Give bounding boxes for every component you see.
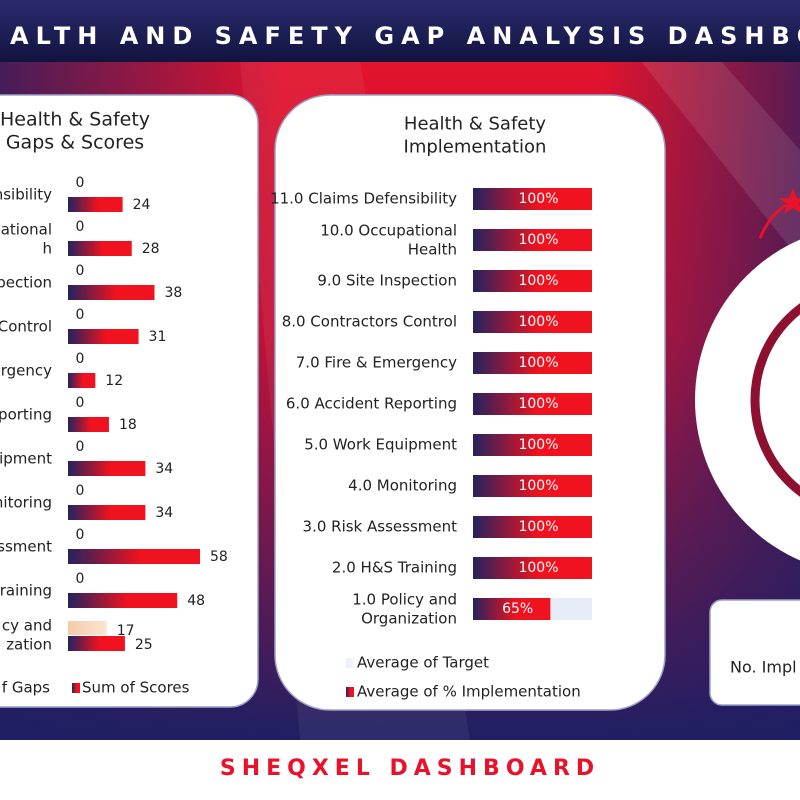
score-value-label: 25 (135, 637, 153, 653)
header-title: ALTH AND SAFETY GAP ANALYSIS DASHBOA (10, 22, 800, 50)
category-label: cy and zation (2, 616, 52, 653)
gap-value-label: 0 (76, 219, 85, 235)
header-bar (0, 0, 800, 62)
category-label: raining (0, 582, 52, 600)
implementation-bar (473, 229, 592, 251)
score-value-label: 31 (149, 329, 167, 345)
gap-value-label: 0 (76, 351, 85, 367)
implementation-bar (473, 475, 592, 497)
category-label: 1.0 Policy and Organization (352, 590, 457, 627)
implementation-bar (473, 393, 592, 415)
score-value-label: 48 (187, 593, 205, 609)
implementation-label: 100% (518, 314, 558, 330)
implementation-bar (473, 311, 592, 333)
gap-value-label: 0 (76, 483, 85, 499)
category-label: efensibility (0, 186, 52, 204)
category-label: 5.0 Work Equipment (304, 436, 457, 454)
implementation-label: 100% (518, 191, 558, 207)
gap-value-label: 0 (76, 527, 85, 543)
gauge-ring (750, 303, 800, 497)
count-label: No. Impl (730, 658, 797, 677)
category-label: ational h (1, 220, 52, 257)
category-label: ssessment (0, 538, 52, 556)
implementation-label: 65% (502, 601, 533, 617)
score-bar (68, 373, 96, 388)
score-value-label: 58 (210, 549, 228, 565)
legend-label: f Gaps (2, 679, 50, 697)
legend-swatch (346, 658, 354, 668)
category-label: spection (0, 274, 52, 292)
score-bar (68, 329, 139, 344)
category-label: porting (0, 406, 52, 424)
legend-label: Average of % Implementation (357, 683, 581, 701)
implementation-label: 100% (518, 478, 558, 494)
gauge-disk (695, 239, 800, 561)
legend-label: Sum of Scores (82, 679, 190, 697)
score-bar (68, 549, 200, 564)
score-bar (68, 197, 123, 212)
category-label: 6.0 Accident Reporting (286, 395, 457, 413)
implementation-bar (473, 270, 592, 292)
gap-value-label: 0 (76, 175, 85, 191)
category-label: 10.0 Occupational Health (320, 221, 457, 258)
gap-value-label: 0 (76, 307, 85, 323)
footer-title: SHEQXEL DASHBOARD (220, 756, 600, 781)
gap-value-label: 0 (76, 263, 85, 279)
score-value-label: 12 (105, 373, 123, 389)
count-card (709, 599, 800, 706)
chart-title: Health & Safety Gaps & Scores (0, 108, 150, 153)
category-label: 4.0 Monitoring (348, 477, 457, 495)
implementation-label: 100% (518, 437, 558, 453)
implementation-label: 100% (518, 396, 558, 412)
implementation-bar (473, 516, 592, 538)
score-value-label: 28 (142, 241, 160, 257)
legend-swatch (346, 687, 354, 697)
implementation-label: 100% (518, 519, 558, 535)
score-value-label: 18 (119, 417, 137, 433)
chart-title: Health & Safety Implementation (404, 114, 547, 158)
star-trail (758, 203, 787, 239)
score-value-label: 24 (133, 197, 151, 213)
implementation-label: 100% (518, 232, 558, 248)
implementation-bar (473, 598, 551, 620)
score-bar (68, 461, 146, 476)
category-label: rgency (1, 362, 52, 380)
legend-label: Average of Target (357, 654, 489, 672)
category-label: 9.0 Site Inspection (317, 272, 457, 290)
implementation-bar (473, 188, 592, 210)
implementation-bar (473, 557, 592, 579)
category-label: 7.0 Fire & Emergency (296, 354, 457, 372)
score-bar (68, 241, 132, 256)
implementation-bar (473, 352, 592, 374)
category-label: ipment (0, 450, 52, 468)
category-label: 8.0 Contractors Control (282, 313, 457, 331)
light-beam (640, 60, 800, 260)
category-label: 11.0 Claims Defensibility (270, 190, 457, 208)
score-value-label: 38 (164, 285, 182, 301)
category-label: 2.0 H&S Training (332, 559, 457, 577)
implementation-label: 100% (518, 355, 558, 371)
score-bar (68, 417, 109, 432)
gap-bar (68, 621, 107, 635)
gap-value-label: 0 (76, 571, 85, 587)
category-label: nitoring (0, 494, 52, 512)
implementation-label: 100% (518, 560, 558, 576)
category-label: Control (0, 318, 52, 336)
category-label: 3.0 Risk Assessment (303, 518, 458, 536)
implementation-bar (473, 434, 592, 456)
gap-value-label: 0 (76, 395, 85, 411)
score-value-label: 34 (155, 505, 173, 521)
score-bar (68, 505, 146, 520)
legend-swatch (72, 683, 80, 693)
gap-value-label: 17 (117, 623, 135, 639)
footer-bar (0, 740, 800, 800)
gap-value-label: 0 (76, 439, 85, 455)
implementation-label: 100% (518, 273, 558, 289)
score-bar (68, 593, 178, 608)
score-value-label: 34 (155, 461, 173, 477)
score-bar (68, 636, 125, 651)
score-bar (68, 285, 155, 300)
star-icon (779, 188, 800, 214)
